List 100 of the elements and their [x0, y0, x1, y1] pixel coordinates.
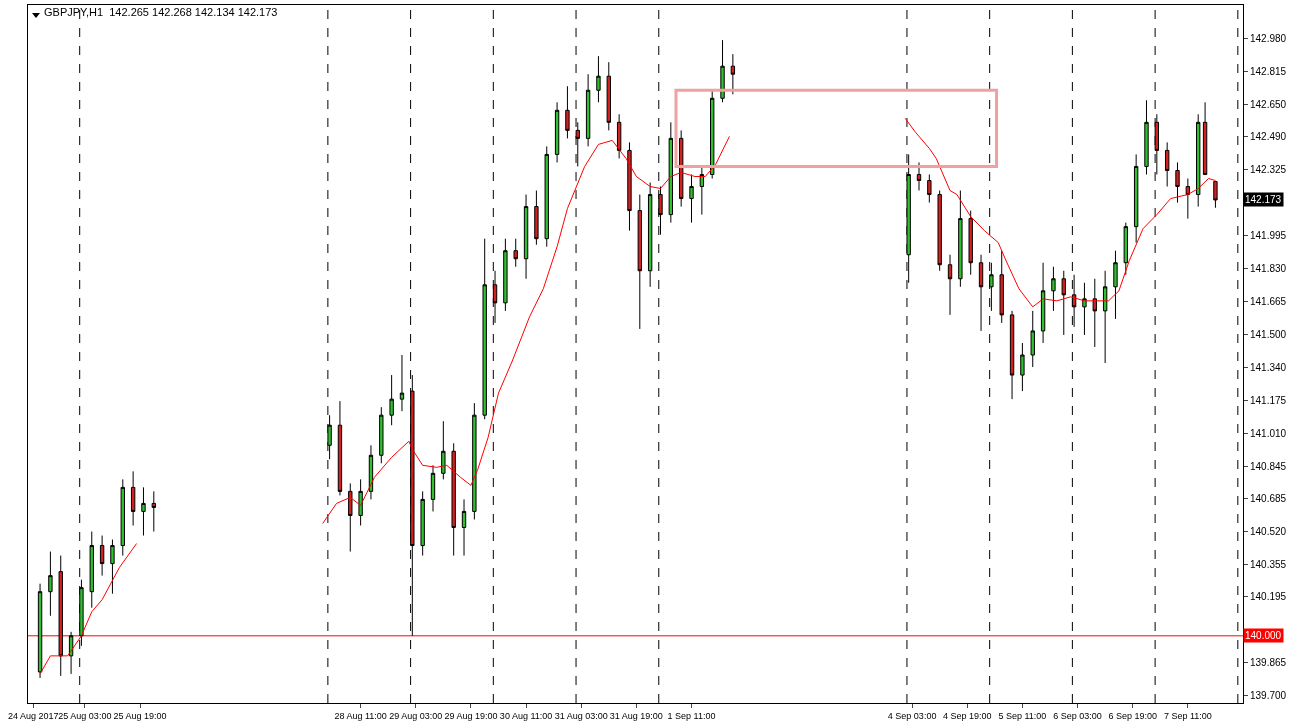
x-tick-label: 1 Sep 11:00 [667, 710, 716, 721]
x-tick-label: 31 Aug 19:00 [609, 710, 663, 721]
candlestick [647, 182, 653, 288]
candlestick [999, 250, 1004, 324]
candlestick [1144, 99, 1149, 175]
candlestick [58, 555, 63, 677]
candlestick [616, 113, 622, 159]
candlestick [1051, 266, 1056, 312]
candlestick [368, 444, 374, 500]
candlestick [1113, 250, 1118, 320]
y-tick-label: 140.845 [1250, 460, 1287, 472]
candlestick [1196, 113, 1201, 208]
y-tick-label: 141.995 [1250, 230, 1287, 242]
y-tick-label: 141.175 [1250, 394, 1287, 406]
y-tick-label: 141.500 [1250, 329, 1287, 341]
candlestick [916, 161, 922, 192]
candlestick [37, 583, 43, 679]
candlestick [1102, 270, 1108, 364]
x-tick-label: 29 Aug 19:00 [444, 710, 498, 721]
candlestick [937, 190, 942, 272]
y-tick-label: 142.650 [1250, 98, 1287, 110]
candlestick [534, 190, 539, 246]
candlestick [978, 254, 984, 332]
candlestick [110, 539, 115, 595]
x-tick-label: 24 Aug 2017 [7, 710, 59, 721]
candlestick [1133, 153, 1139, 244]
candlestick [99, 535, 105, 577]
candlestick [441, 420, 446, 480]
x-tick-label: 31 Aug 03:00 [554, 710, 608, 721]
y-tick-label: 141.340 [1250, 361, 1287, 373]
candlestick [544, 145, 549, 248]
candlestick [337, 400, 343, 496]
candlestick [1175, 161, 1180, 204]
candlestick [585, 73, 591, 147]
candlestick [1092, 278, 1097, 348]
candlestick [668, 121, 674, 224]
x-tick-label: 7 Sep 11:00 [1163, 710, 1212, 721]
candlestick [451, 442, 456, 557]
candlestick [130, 470, 136, 526]
x-tick-label: 25 Aug 03:00 [58, 710, 112, 721]
x-tick-label: 4 Sep 19:00 [942, 710, 992, 721]
candlestick [389, 374, 394, 426]
candlestick [1213, 180, 1218, 209]
y-tick-label: 139.700 [1250, 690, 1287, 702]
x-tick-label: 28 Aug 11:00 [334, 710, 387, 721]
x-tick-label: 5 Sep 11:00 [998, 710, 1047, 721]
y-tick-label: 140.195 [1250, 591, 1287, 603]
x-tick-label: 29 Aug 03:00 [389, 710, 443, 721]
candlestick [1020, 342, 1025, 392]
candlestick [678, 129, 684, 208]
y-tick-label: 142.815 [1250, 65, 1287, 77]
candlestick [689, 173, 694, 224]
x-tick-label: 6 Sep 19:00 [1108, 710, 1157, 721]
y-tick-label: 139.865 [1250, 657, 1287, 669]
candlestick [968, 210, 973, 276]
candlestick [606, 61, 611, 131]
candlestick [720, 39, 725, 103]
y-tick-label: 140.355 [1250, 559, 1287, 571]
candlestick [430, 464, 436, 512]
candlestick [958, 190, 963, 288]
x-tick-label: 25 Aug 19:00 [113, 710, 167, 721]
candlestick [565, 85, 570, 139]
y-tick-label: 140.685 [1250, 492, 1287, 504]
candlestick [637, 194, 642, 330]
candlestick [513, 238, 518, 268]
candlestick [461, 498, 467, 557]
candlestick [1040, 262, 1046, 344]
ref-line-label: 140.000 [1245, 630, 1282, 641]
candlestick [68, 631, 74, 675]
candlestick [1009, 310, 1015, 400]
y-tick-label: 140.520 [1250, 526, 1287, 538]
candlestick [1185, 178, 1191, 220]
candlestick [379, 406, 384, 464]
candlestick [1061, 270, 1066, 336]
candlestick [48, 551, 53, 617]
y-tick-label: 141.010 [1250, 427, 1287, 439]
candlestick [947, 254, 953, 316]
candlestick [151, 490, 156, 533]
candlestick [1202, 101, 1208, 175]
candlestick [399, 354, 405, 412]
candlestick [554, 101, 560, 163]
y-tick-label: 142.325 [1250, 163, 1287, 175]
x-tick-label: 4 Sep 03:00 [887, 710, 937, 721]
candlestick [120, 478, 125, 557]
annotation: 142.173 [1245, 194, 1282, 205]
candlestick [358, 478, 363, 526]
y-tick-label: 142.980 [1250, 32, 1287, 44]
candlestick [141, 486, 146, 537]
y-tick-label: 142.490 [1250, 130, 1287, 142]
candlestick [523, 194, 529, 280]
x-tick-label: 30 Aug 11:00 [499, 710, 553, 721]
candlestick [1030, 310, 1035, 368]
candlestick [472, 402, 477, 520]
y-tick-label: 141.830 [1250, 263, 1287, 275]
candlestick [596, 55, 601, 103]
candlestick [627, 141, 632, 232]
y-tick-label: 141.665 [1250, 296, 1287, 308]
candlestick [730, 53, 736, 95]
candlestick [420, 490, 425, 557]
candlestick [699, 165, 705, 216]
